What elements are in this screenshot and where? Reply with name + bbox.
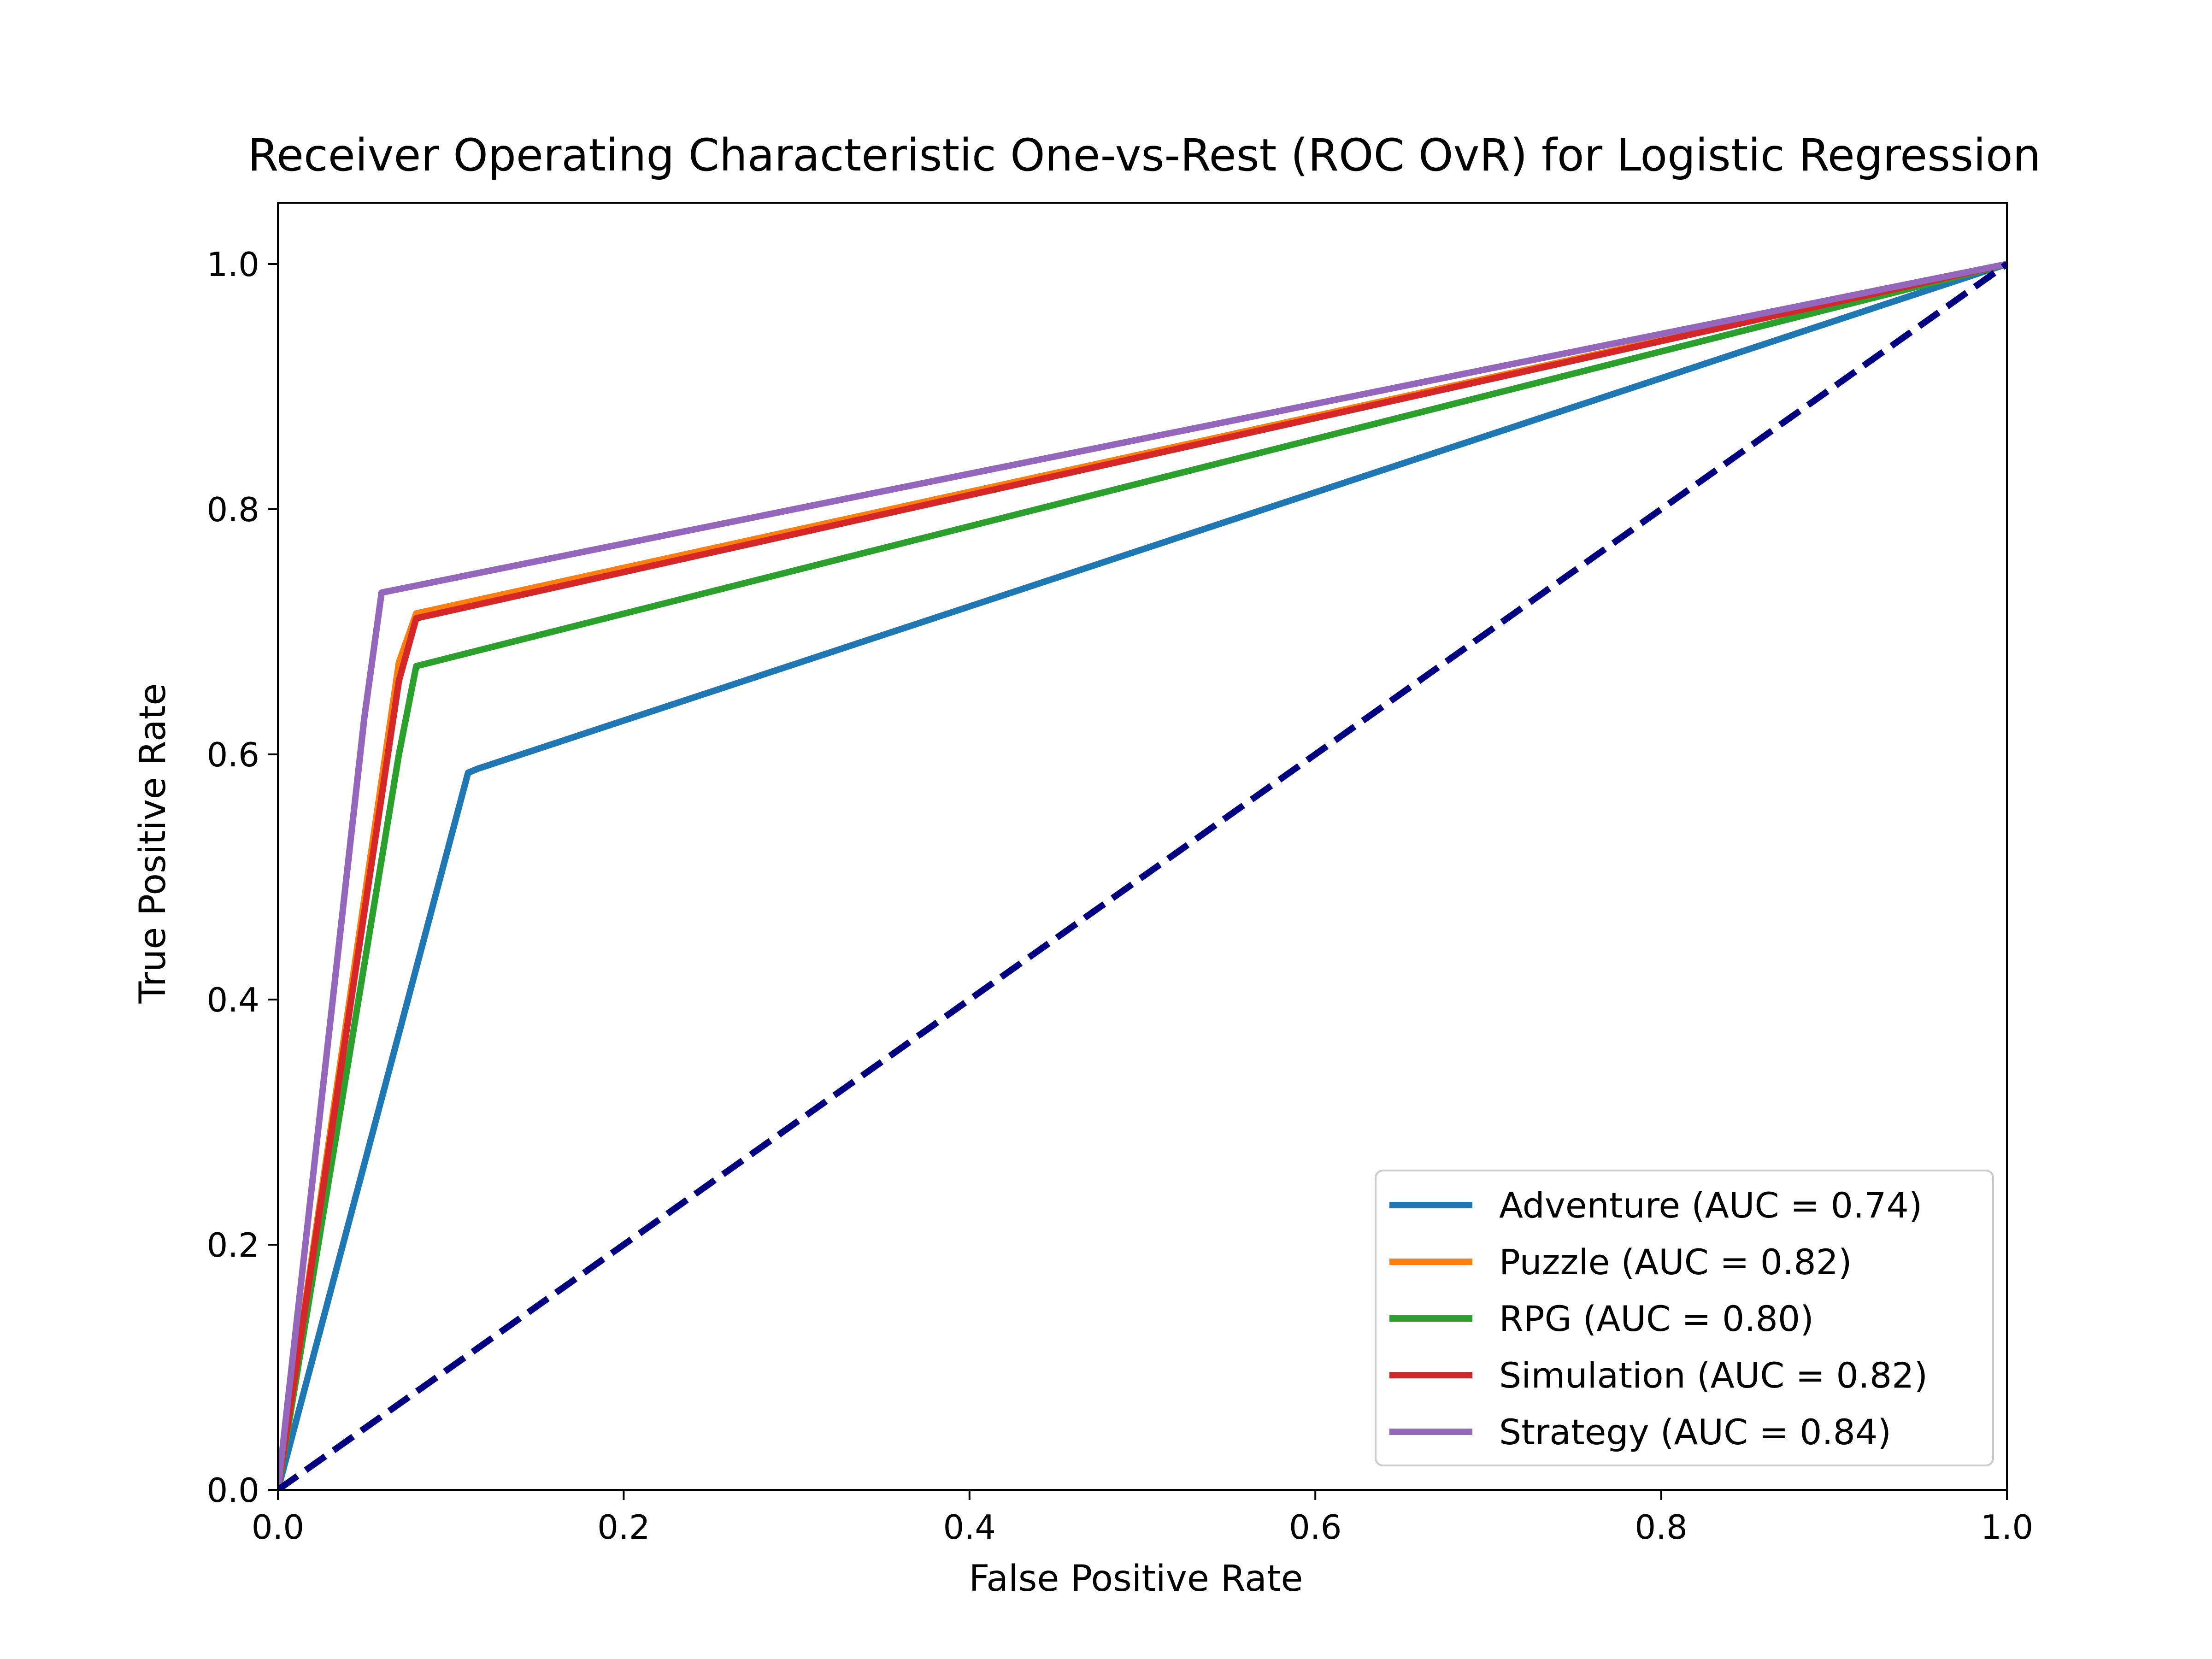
y-axis-ticks: 0.0 0.2 0.4 0.6 0.8 1.0	[206, 245, 278, 1510]
y-tick-label: 0.0	[206, 1471, 259, 1510]
y-axis-label: True Positive Rate	[132, 683, 174, 1004]
series-line-strategy	[278, 261, 2007, 1490]
legend-label: RPG (AUC = 0.80)	[1499, 1298, 1814, 1339]
y-tick-label: 0.4	[206, 981, 259, 1019]
series-line-rpg	[278, 261, 2007, 1490]
plot-frame	[277, 202, 2008, 1491]
legend-label: Simulation (AUC = 0.82)	[1499, 1355, 1928, 1396]
x-tick-label: 0.4	[943, 1508, 996, 1547]
plot-area	[278, 261, 2007, 1490]
legend-label: Adventure (AUC = 0.74)	[1499, 1185, 1922, 1226]
y-tick-label: 0.2	[206, 1226, 259, 1265]
legend-label: Strategy (AUC = 0.84)	[1499, 1412, 1891, 1453]
y-tick-label: 0.8	[206, 490, 259, 529]
x-tick-label: 1.0	[1981, 1508, 2034, 1547]
x-tick-label: 0.6	[1289, 1508, 1342, 1547]
y-tick-label: 1.0	[206, 245, 259, 284]
legend-label: Puzzle (AUC = 0.82)	[1499, 1241, 1852, 1282]
y-tick-label: 0.6	[206, 735, 259, 774]
reference-diagonal-line	[278, 261, 2007, 1490]
x-axis-ticks: 0.0 0.2 0.4 0.6 0.8 1.0	[252, 1490, 2034, 1547]
chart-title: Receiver Operating Characteristic One-vs…	[248, 129, 2041, 181]
series-line-simulation	[278, 261, 2007, 1490]
x-tick-label: 0.8	[1635, 1508, 1688, 1547]
x-tick-label: 0.2	[597, 1508, 650, 1547]
series-line-adventure	[278, 261, 2007, 1490]
legend-box	[1375, 1170, 1994, 1466]
legend: Adventure (AUC = 0.74) Puzzle (AUC = 0.82…	[1375, 1170, 1994, 1466]
x-axis-label: False Positive Rate	[969, 1558, 1303, 1600]
x-tick-label: 0.0	[252, 1508, 305, 1547]
